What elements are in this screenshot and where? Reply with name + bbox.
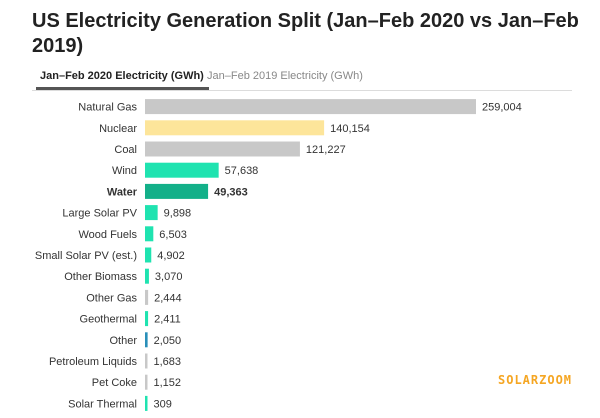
category-label-other: Other [109,335,137,347]
tab-bar: Jan–Feb 2020 Electricity (GWh) Jan–Feb 2… [32,68,572,91]
value-label-solar-thermal: 309 [154,398,172,410]
value-label-petroleum-liquids: 1,683 [154,356,182,368]
value-label-other-gas: 2,444 [154,292,182,304]
bar-wind[interactable] [145,162,219,178]
value-label-pet-coke: 1,152 [154,377,182,389]
bar-solar-thermal[interactable] [145,395,148,411]
bar-petroleum-liquids[interactable] [145,353,148,369]
bar-pet-coke[interactable] [145,374,148,390]
bar-other[interactable] [145,332,148,348]
category-label-nuclear: Nuclear [99,123,137,135]
value-label-wood-fuels: 6,503 [159,229,187,241]
watermark-logo: SOLARZOOM [498,373,573,387]
value-label-geothermal: 2,411 [154,314,181,326]
value-label-coal: 121,227 [306,144,346,156]
bar-other-gas[interactable] [145,289,149,305]
value-label-nuclear: 140,154 [330,123,370,135]
value-label-other-biomass: 3,070 [155,271,183,283]
value-label-other: 2,050 [154,335,182,347]
category-label-small-solar-pv-est: Small Solar PV (est.) [35,250,137,262]
bar-coal[interactable] [145,141,300,157]
bar-wood-fuels[interactable] [145,226,154,242]
category-label-coal: Coal [114,144,137,156]
category-label-water: Water [107,186,138,198]
category-label-geothermal: Geothermal [80,314,137,326]
tab-2020[interactable]: Jan–Feb 2020 Electricity (GWh) [36,70,209,90]
value-label-wind: 57,638 [225,165,259,177]
category-label-solar-thermal: Solar Thermal [68,398,137,410]
value-label-small-solar-pv-est: 4,902 [157,250,185,262]
bar-small-solar-pv-est[interactable] [145,247,152,263]
category-label-wood-fuels: Wood Fuels [79,229,138,241]
value-label-water: 49,363 [214,186,248,198]
category-label-wind: Wind [112,165,137,177]
value-label-large-solar-pv: 9,898 [164,208,192,220]
bar-other-biomass[interactable] [145,268,149,284]
category-label-pet-coke: Pet Coke [92,377,137,389]
value-label-natural-gas: 259,004 [482,102,522,114]
bar-large-solar-pv[interactable] [145,205,158,221]
bar-geothermal[interactable] [145,311,149,327]
bar-nuclear[interactable] [145,120,325,136]
category-label-other-gas: Other Gas [86,292,137,304]
chart-title: US Electricity Generation Split (Jan–Feb… [32,10,579,57]
category-label-other-biomass: Other Biomass [64,271,137,283]
category-label-large-solar-pv: Large Solar PV [62,208,137,220]
category-label-petroleum-liquids: Petroleum Liquids [49,356,138,368]
tab-2019[interactable]: Jan–Feb 2019 Electricity (GWh) [207,70,363,82]
bar-natural-gas[interactable] [145,99,476,115]
bar-water[interactable] [145,183,209,199]
category-label-natural-gas: Natural Gas [78,102,137,114]
